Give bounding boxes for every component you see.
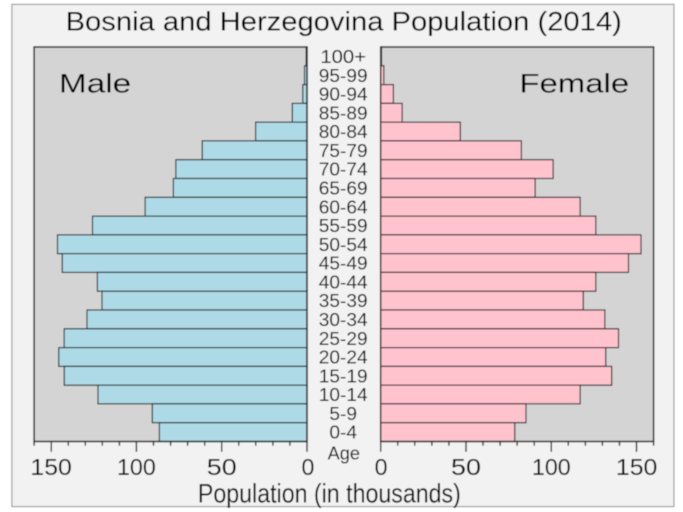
svg-text:150: 150 (30, 454, 71, 480)
svg-text:Population (in thousands): Population (in thousands) (198, 479, 461, 509)
svg-text:95-99: 95-99 (319, 66, 368, 86)
svg-text:0: 0 (375, 454, 388, 480)
svg-text:70-74: 70-74 (319, 160, 368, 180)
svg-text:90-94: 90-94 (319, 85, 368, 105)
svg-text:85-89: 85-89 (319, 103, 368, 123)
svg-text:0-4: 0-4 (329, 423, 357, 443)
svg-text:5-9: 5-9 (329, 404, 357, 424)
svg-text:40-44: 40-44 (319, 272, 368, 292)
svg-text:20-24: 20-24 (319, 348, 368, 368)
svg-text:25-29: 25-29 (319, 329, 368, 349)
svg-text:10-14: 10-14 (319, 385, 368, 405)
svg-text:35-39: 35-39 (319, 291, 368, 311)
svg-text:50: 50 (207, 454, 237, 480)
svg-text:30-34: 30-34 (319, 310, 368, 330)
svg-text:55-59: 55-59 (319, 216, 368, 236)
svg-text:15-19: 15-19 (319, 366, 368, 386)
svg-text:100: 100 (532, 454, 571, 480)
svg-text:65-69: 65-69 (319, 179, 368, 199)
svg-text:Bosnia and Herzegovina Populat: Bosnia and Herzegovina Population (2014) (66, 6, 622, 36)
svg-text:60-64: 60-64 (319, 197, 368, 217)
svg-text:100: 100 (117, 454, 156, 480)
svg-text:80-84: 80-84 (319, 122, 368, 142)
svg-text:100+: 100+ (320, 47, 366, 67)
svg-text:0: 0 (301, 454, 314, 480)
svg-text:Female: Female (519, 69, 629, 99)
svg-text:75-79: 75-79 (319, 141, 368, 161)
svg-text:45-49: 45-49 (319, 254, 368, 274)
svg-text:50: 50 (451, 454, 481, 480)
svg-text:150: 150 (616, 454, 657, 480)
svg-text:Male: Male (59, 68, 131, 98)
svg-text:50-54: 50-54 (319, 235, 368, 255)
svg-text:Age: Age (328, 444, 360, 464)
